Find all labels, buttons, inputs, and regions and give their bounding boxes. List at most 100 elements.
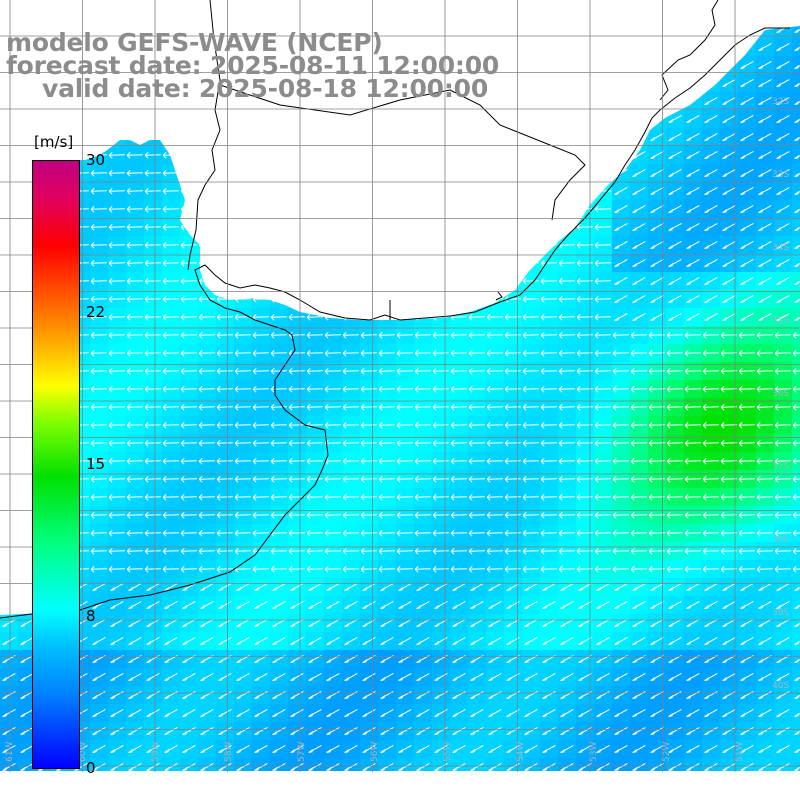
wind-arrow bbox=[20, 708, 34, 718]
wind-speed-cell bbox=[162, 452, 181, 471]
wind-arrow bbox=[162, 223, 179, 231]
wind-arrow bbox=[756, 493, 773, 501]
wind-arrow bbox=[308, 762, 322, 772]
wind-speed-cell bbox=[414, 686, 433, 705]
wind-arrow bbox=[756, 529, 773, 537]
wind-speed-cell bbox=[522, 578, 541, 597]
wind-arrow bbox=[794, 622, 800, 628]
wind-arrow bbox=[180, 457, 197, 465]
wind-arrow bbox=[756, 511, 773, 519]
wind-arrow bbox=[380, 762, 394, 772]
wind-arrow bbox=[182, 726, 196, 736]
wind-arrow bbox=[578, 582, 592, 592]
wind-arrow bbox=[614, 186, 628, 196]
wind-speed-cell bbox=[774, 380, 793, 399]
wind-speed-cell bbox=[612, 704, 631, 723]
wind-speed-cell bbox=[738, 254, 757, 273]
wind-arrow bbox=[720, 367, 737, 375]
wind-speed-cell bbox=[216, 632, 235, 651]
wind-speed-cell bbox=[324, 578, 343, 597]
wind-arrow bbox=[758, 744, 772, 754]
wind-speed-cell bbox=[324, 686, 343, 705]
wind-speed-cell bbox=[792, 686, 800, 705]
wind-speed-cell bbox=[684, 308, 703, 327]
wind-speed-cell bbox=[108, 488, 127, 507]
wind-arrow bbox=[432, 367, 449, 375]
wind-arrow bbox=[128, 636, 142, 646]
wind-arrow bbox=[288, 457, 305, 465]
wind-speed-cell bbox=[648, 146, 667, 165]
wind-arrow bbox=[144, 277, 161, 285]
wind-arrow bbox=[594, 331, 611, 339]
wind-arrow bbox=[414, 565, 431, 573]
wind-speed-cell bbox=[738, 722, 757, 741]
wind-arrow bbox=[468, 511, 485, 519]
wind-speed-cell bbox=[270, 488, 289, 507]
wind-arrow bbox=[92, 582, 106, 592]
wind-speed-cell bbox=[558, 722, 577, 741]
wind-arrow bbox=[558, 511, 575, 519]
wind-arrow bbox=[702, 421, 719, 429]
wind-speed-cell bbox=[234, 398, 253, 417]
wind-arrow bbox=[108, 385, 125, 393]
wind-speed-cell bbox=[126, 362, 145, 381]
wind-speed-cell bbox=[702, 740, 721, 759]
wind-arrow bbox=[666, 493, 683, 501]
wind-speed-cell bbox=[324, 326, 343, 345]
wind-speed-cell bbox=[792, 74, 800, 93]
wind-arrow bbox=[380, 744, 394, 754]
wind-arrow bbox=[614, 600, 628, 610]
wind-arrow bbox=[612, 439, 629, 447]
wind-arrow bbox=[704, 726, 718, 736]
wind-speed-cell bbox=[198, 560, 217, 579]
wind-speed-cell bbox=[756, 110, 775, 129]
wind-speed-cell bbox=[180, 308, 199, 327]
wind-speed-cell bbox=[504, 290, 523, 309]
wind-speed-cell bbox=[540, 722, 559, 741]
colorbar-unit: [m/s] bbox=[34, 133, 74, 151]
wind-speed-cell bbox=[558, 704, 577, 723]
wind-speed-cell bbox=[414, 380, 433, 399]
wind-arrow bbox=[756, 421, 773, 429]
wind-arrow bbox=[558, 529, 575, 537]
wind-speed-cell bbox=[198, 740, 217, 759]
latitude-label: 36S bbox=[772, 389, 789, 399]
wind-arrow bbox=[522, 511, 539, 519]
wind-arrow bbox=[704, 222, 718, 232]
wind-arrow bbox=[758, 204, 772, 214]
wind-arrow bbox=[704, 636, 718, 646]
wind-speed-cell bbox=[108, 254, 127, 273]
wind-arrow bbox=[396, 385, 413, 393]
wind-arrow bbox=[182, 600, 196, 610]
wind-speed-cell bbox=[144, 614, 163, 633]
wind-speed-cell bbox=[360, 578, 379, 597]
wind-arrow bbox=[524, 636, 538, 646]
wind-arrow bbox=[614, 222, 628, 232]
wind-arrow bbox=[684, 367, 701, 375]
wind-speed-cell bbox=[450, 650, 469, 669]
wind-arrow bbox=[558, 403, 575, 411]
wind-arrow bbox=[686, 276, 700, 286]
wind-speed-cell bbox=[360, 632, 379, 651]
wind-arrow bbox=[90, 421, 107, 429]
longitude-label: 59W bbox=[151, 742, 161, 762]
wind-arrow bbox=[758, 150, 772, 160]
wind-arrow bbox=[794, 154, 800, 160]
wind-arrow bbox=[198, 493, 215, 501]
wind-speed-cell bbox=[558, 614, 577, 633]
wind-arrow bbox=[594, 241, 611, 249]
wind-speed-cell bbox=[450, 452, 469, 471]
wind-arrow bbox=[488, 618, 502, 628]
wind-speed-cell bbox=[432, 578, 451, 597]
wind-speed-cell bbox=[288, 668, 307, 687]
wind-speed-cell bbox=[540, 632, 559, 651]
wind-speed-cell bbox=[306, 578, 325, 597]
wind-arrow bbox=[90, 439, 107, 447]
wind-speed-cell bbox=[486, 470, 505, 489]
wind-speed-cell bbox=[108, 578, 127, 597]
wind-arrow bbox=[522, 295, 539, 303]
wind-speed-cell bbox=[504, 434, 523, 453]
wind-arrow bbox=[738, 511, 755, 519]
wind-speed-cell bbox=[198, 344, 217, 363]
wind-arrow bbox=[704, 600, 718, 610]
